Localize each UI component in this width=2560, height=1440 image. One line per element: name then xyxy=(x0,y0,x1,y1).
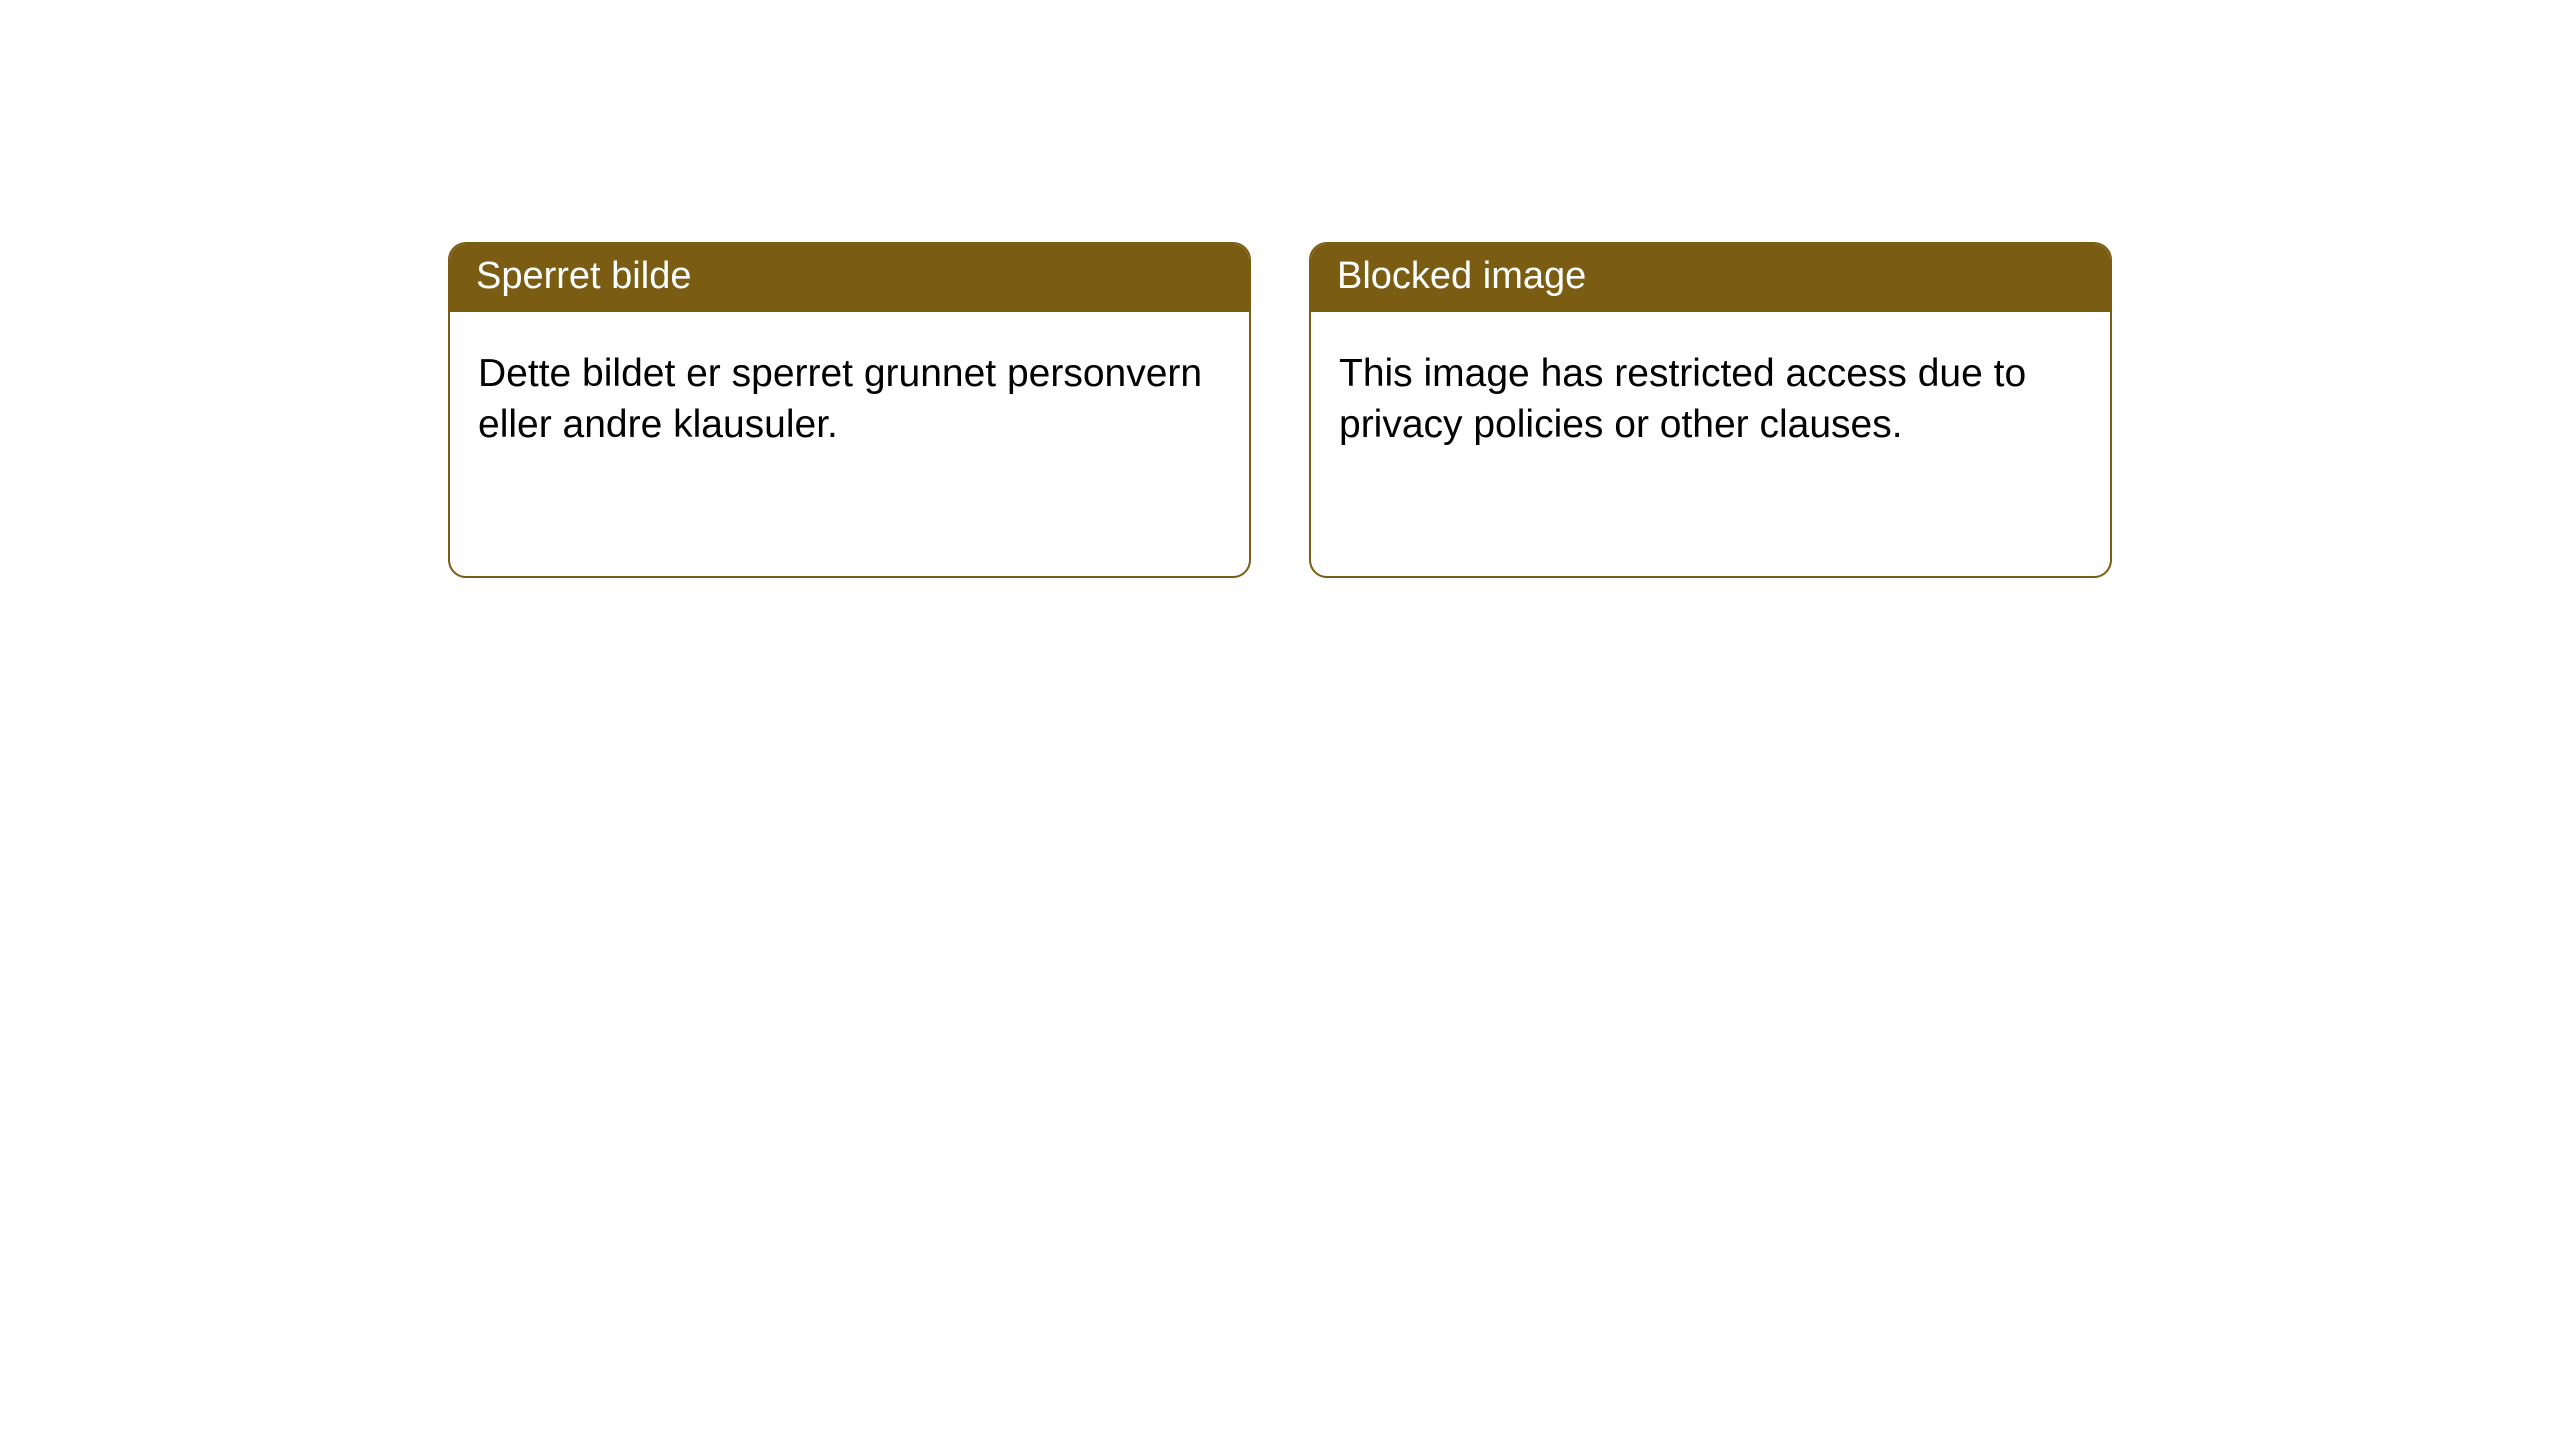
notice-message: This image has restricted access due to … xyxy=(1311,312,2110,487)
notice-message: Dette bildet er sperret grunnet personve… xyxy=(450,312,1249,487)
notice-title: Sperret bilde xyxy=(450,244,1249,312)
notice-card-norwegian: Sperret bilde Dette bildet er sperret gr… xyxy=(448,242,1251,578)
notice-title: Blocked image xyxy=(1311,244,2110,312)
notice-card-english: Blocked image This image has restricted … xyxy=(1309,242,2112,578)
notice-container: Sperret bilde Dette bildet er sperret gr… xyxy=(0,0,2560,578)
